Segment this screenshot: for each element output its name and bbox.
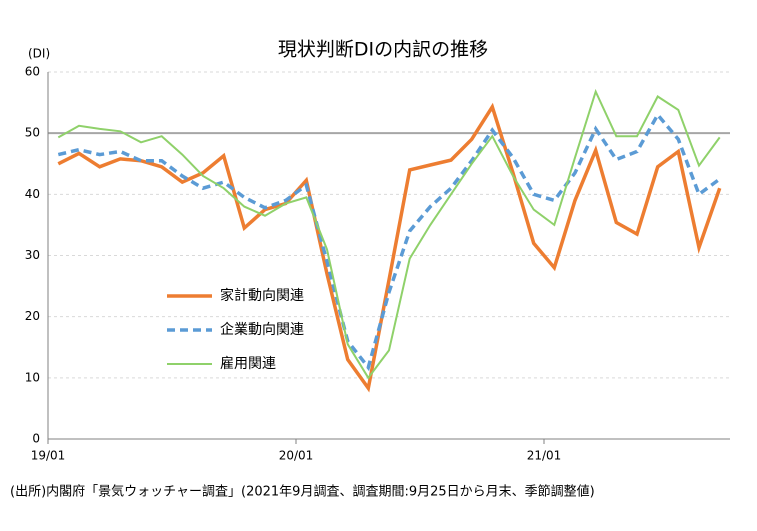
y-tick-label: 0 [32,432,40,446]
y-tick-label: 40 [25,187,40,201]
line-series [57,111,721,372]
y-tick-label: 30 [25,248,40,262]
line-series [57,102,722,393]
chart-title: 現状判断DIの内訳の推移 [278,39,488,61]
source-note: (出所)内閣府「景気ウォッチャー調査」(2021年9月調査、調査期間:9月25日… [10,484,595,500]
y-tick-label: 50 [25,126,40,140]
line-series [57,88,721,380]
legend-label: 雇用関連 [220,355,276,372]
legend-label: 家計動向関連 [220,287,304,304]
legend-label: 企業動向関連 [220,321,304,338]
y-tick-label: 60 [25,65,40,79]
y-axis-label: (DI) [28,47,50,61]
y-tick-label: 20 [25,309,40,323]
y-tick-label: 10 [25,370,40,384]
x-tick-label: 19/01 [31,449,66,463]
x-tick-label: 21/01 [527,449,562,463]
x-tick-label: 20/01 [279,449,314,463]
